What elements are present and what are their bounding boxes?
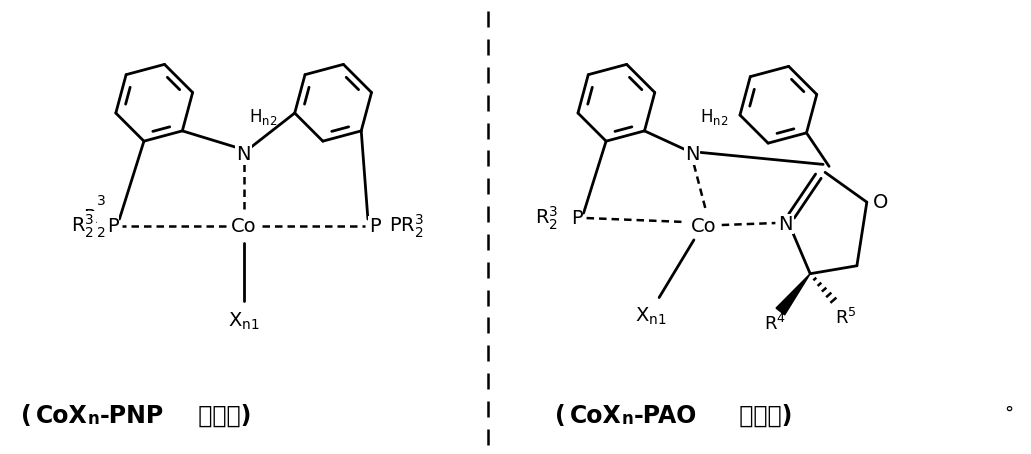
Text: °: ° [1004,405,1013,423]
Text: $\mathregular{H_{n2}}$: $\mathregular{H_{n2}}$ [248,107,277,127]
Text: $\mathregular{R^3_2}$: $\mathregular{R^3_2}$ [71,212,95,240]
Text: CoX: CoX [570,404,622,428]
Text: N: N [685,145,699,164]
Text: Co: Co [231,217,257,236]
Text: -PAO: -PAO [633,404,697,428]
Text: R: R [84,207,97,227]
Text: Co: Co [691,217,717,236]
Text: $\mathregular{H_{n2}}$: $\mathregular{H_{n2}}$ [700,107,728,127]
Text: 络合物): 络合物) [731,404,792,428]
Text: O: O [873,192,889,212]
Text: (: ( [555,404,566,428]
Text: $\mathregular{X_{n1}}$: $\mathregular{X_{n1}}$ [228,311,260,332]
Text: $\mathregular{R^3_2}$: $\mathregular{R^3_2}$ [535,204,559,232]
Text: $\mathregular{PR^3_2}$: $\mathregular{PR^3_2}$ [389,212,424,240]
Text: $\mathregular{R^5}$: $\mathregular{R^5}$ [835,307,857,328]
Text: N: N [778,215,793,233]
Text: -PNP: -PNP [100,404,164,428]
Text: (: ( [21,404,32,428]
Text: 2: 2 [97,226,105,240]
Text: P: P [369,217,380,236]
Text: N: N [236,145,251,164]
Text: CoX: CoX [36,404,88,428]
Text: 3: 3 [97,194,105,208]
Polygon shape [776,274,810,315]
Text: n: n [622,410,633,428]
Text: $\mathregular{X_{n1}}$: $\mathregular{X_{n1}}$ [635,306,667,327]
Text: P: P [571,208,583,227]
Text: 络合物): 络合物) [190,404,252,428]
Text: n: n [88,410,99,428]
Text: P: P [106,217,119,236]
Text: $\mathregular{R^4}$: $\mathregular{R^4}$ [764,313,787,334]
